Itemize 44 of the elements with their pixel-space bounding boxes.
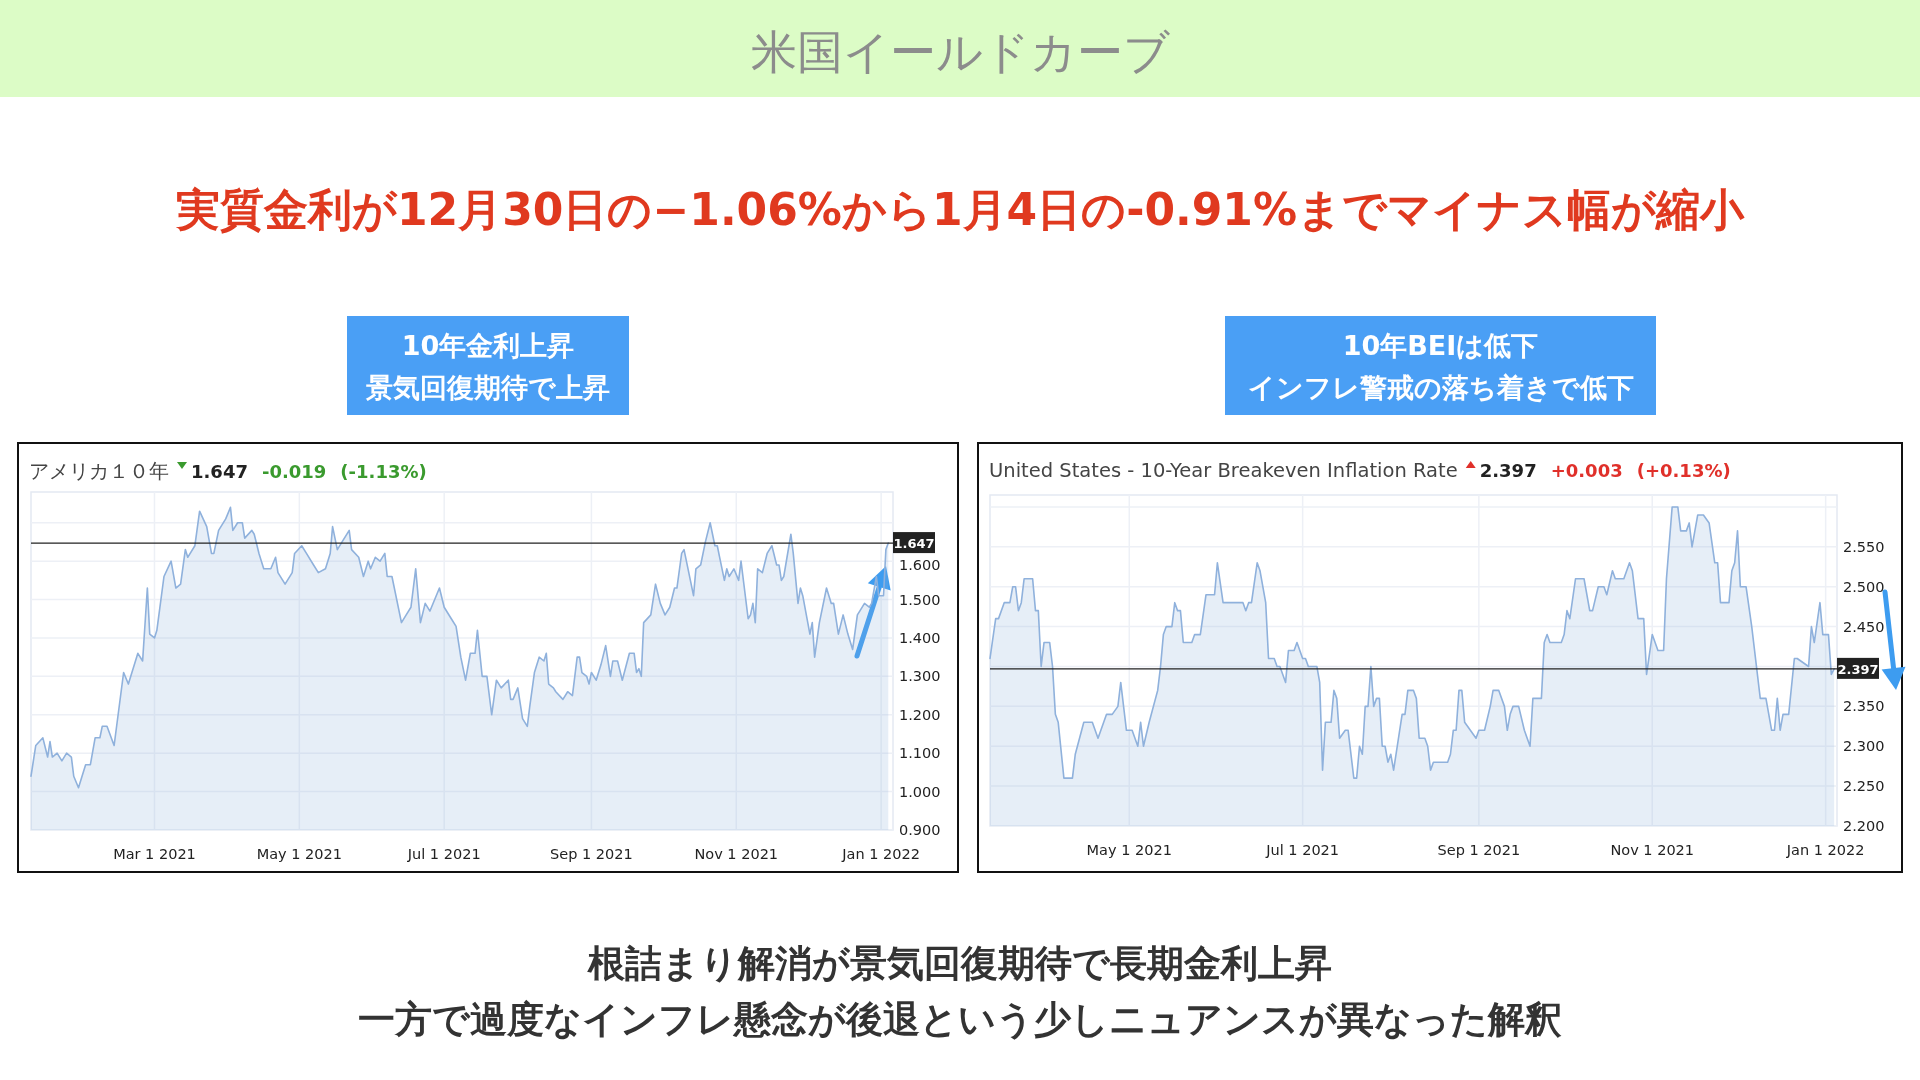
- text: 景気回復期待で上昇: [365, 371, 610, 403]
- x-tick-label: Jul 1 2021: [1265, 842, 1340, 858]
- y-tick-label: 1.000: [899, 783, 941, 800]
- y-tick-label: 0.900: [899, 822, 941, 838]
- chart-title: アメリカ１０年: [29, 460, 169, 483]
- text: 実質金利が12月30日の−1.06%から1月4日の-0.91%までマイナス幅が縮小: [174, 184, 1746, 235]
- text: 10年BEIは低下: [1342, 329, 1539, 361]
- y-tick-label: 1.200: [899, 706, 941, 723]
- x-tick-label: Sep 1 2021: [550, 846, 633, 862]
- text: 10年金利上昇: [401, 329, 575, 361]
- y-tick-label: 2.550: [1843, 538, 1885, 555]
- text: -0.019: [261, 461, 327, 482]
- y-tick-label: 2.250: [1843, 778, 1885, 795]
- y-tick-label: 1.100: [899, 745, 941, 762]
- chart-title: United States - 10-Year Breakeven Inflation Rate: [989, 459, 1458, 482]
- x-tick-label: Jan 1 2022: [841, 846, 920, 862]
- text: 一方で過度なインフレ懸念が後退という少しニュアンスが異なった解釈: [358, 998, 1562, 1041]
- x-tick-label: May 1 2021: [1086, 842, 1172, 858]
- y-tick-label: 1.300: [899, 668, 941, 685]
- y-tick-label: 1.500: [899, 591, 941, 608]
- y-tick-label: 2.300: [1843, 738, 1885, 755]
- text: 1.647: [191, 461, 248, 482]
- y-tick-label: 2.350: [1843, 698, 1885, 715]
- x-tick-label: Jul 1 2021: [406, 846, 481, 862]
- ref-line-label: 1.647: [893, 536, 935, 552]
- y-tick-label: 1.600: [899, 557, 941, 574]
- text: +0.003: [1550, 460, 1623, 481]
- text: 2.397: [1479, 460, 1537, 481]
- text: (+0.13%): [1636, 460, 1731, 481]
- x-tick-label: Mar 1 2021: [113, 846, 196, 862]
- ref-line-label: 2.397: [1837, 661, 1879, 677]
- y-tick-label: 2.200: [1843, 818, 1885, 834]
- text: 米国イールドカーブ: [750, 25, 1170, 79]
- x-tick-label: May 1 2021: [256, 846, 342, 862]
- y-tick-label: 2.450: [1843, 618, 1885, 635]
- y-tick-label: 2.500: [1843, 578, 1885, 595]
- x-tick-label: Jan 1 2022: [1785, 842, 1865, 858]
- text: 根詰まり解消が景気回復期待で長期金利上昇: [587, 942, 1332, 985]
- text: インフレ警戒の落ち着きで低下: [1247, 371, 1634, 403]
- x-tick-label: Nov 1 2021: [694, 846, 779, 862]
- text: (-1.13%): [340, 461, 427, 482]
- x-tick-label: Nov 1 2021: [1610, 842, 1695, 858]
- x-tick-label: Sep 1 2021: [1437, 842, 1521, 858]
- y-tick-label: 1.400: [899, 629, 941, 646]
